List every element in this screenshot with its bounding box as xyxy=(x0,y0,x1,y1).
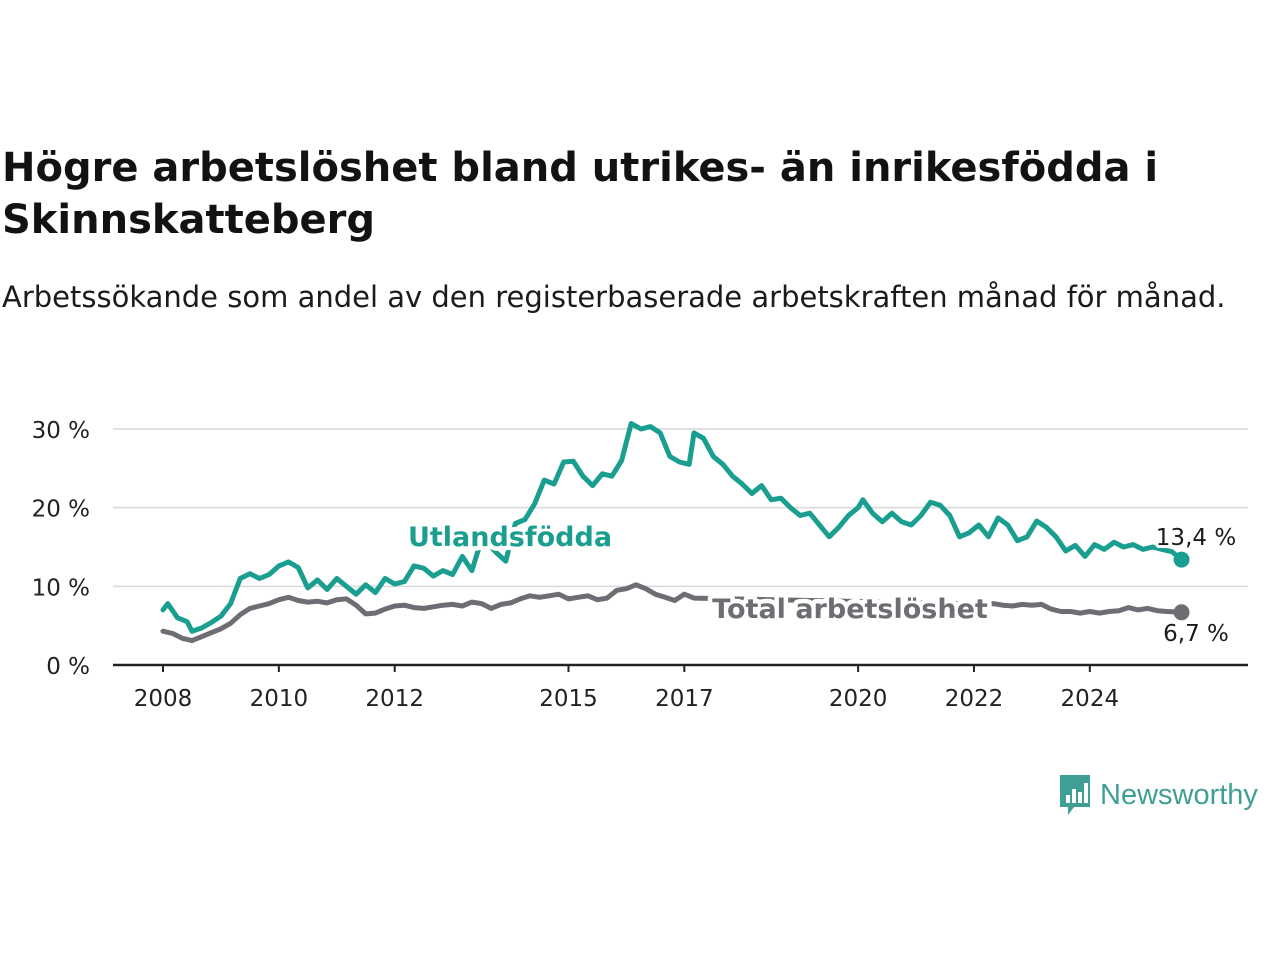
chart-subtitle: Arbetssökande som andel av den registerb… xyxy=(2,280,1226,314)
label-layer: Utlandsfödda 13,4 % Total arbetslöshet 6,7 … xyxy=(403,518,1239,651)
series-end-value-1: 6,7 % xyxy=(1163,621,1229,647)
x-tick-label: 2017 xyxy=(655,686,714,712)
newsworthy-logo: Newsworthy xyxy=(1058,773,1258,817)
x-tick-label: 2024 xyxy=(1061,686,1120,712)
x-tick-label: 2010 xyxy=(250,686,309,712)
series-end-value-0: 13,4 % xyxy=(1156,525,1236,551)
brand-name: Newsworthy xyxy=(1100,778,1258,811)
x-tick-label: 2008 xyxy=(134,686,193,712)
series-end-dot-0 xyxy=(1173,551,1190,568)
series-layer xyxy=(160,421,1190,644)
series-label-0: Utlandsfödda xyxy=(408,522,612,553)
y-tick-label: 20 % xyxy=(32,497,90,523)
chart-title: Högre arbetslöshet bland utrikes- än inr… xyxy=(2,145,1159,243)
series-line-1 xyxy=(160,582,1184,644)
line-chart: 0 % 10 % 20 % 30 % 2008 2010 2012 2015 2017 2020 2… xyxy=(32,418,1248,712)
series-label-1: Total arbetslöshet xyxy=(712,594,988,625)
x-tick-label: 2022 xyxy=(945,686,1004,712)
x-tick-label: 2012 xyxy=(365,686,424,712)
series-line-0 xyxy=(160,421,1184,634)
grid-layer xyxy=(113,428,1248,588)
axis-layer: 0 % 10 % 20 % 30 % 2008 2010 2012 2015 2017 2020 2… xyxy=(32,418,1248,712)
bar-chart-speech-bubble-icon xyxy=(1060,775,1090,815)
y-tick-label: 0 % xyxy=(46,654,90,680)
x-tick-label: 2015 xyxy=(539,686,598,712)
y-tick-label: 30 % xyxy=(32,418,90,444)
x-tick-label: 2020 xyxy=(829,686,888,712)
y-tick-label: 10 % xyxy=(32,575,90,601)
series-end-dot-1 xyxy=(1173,604,1190,621)
